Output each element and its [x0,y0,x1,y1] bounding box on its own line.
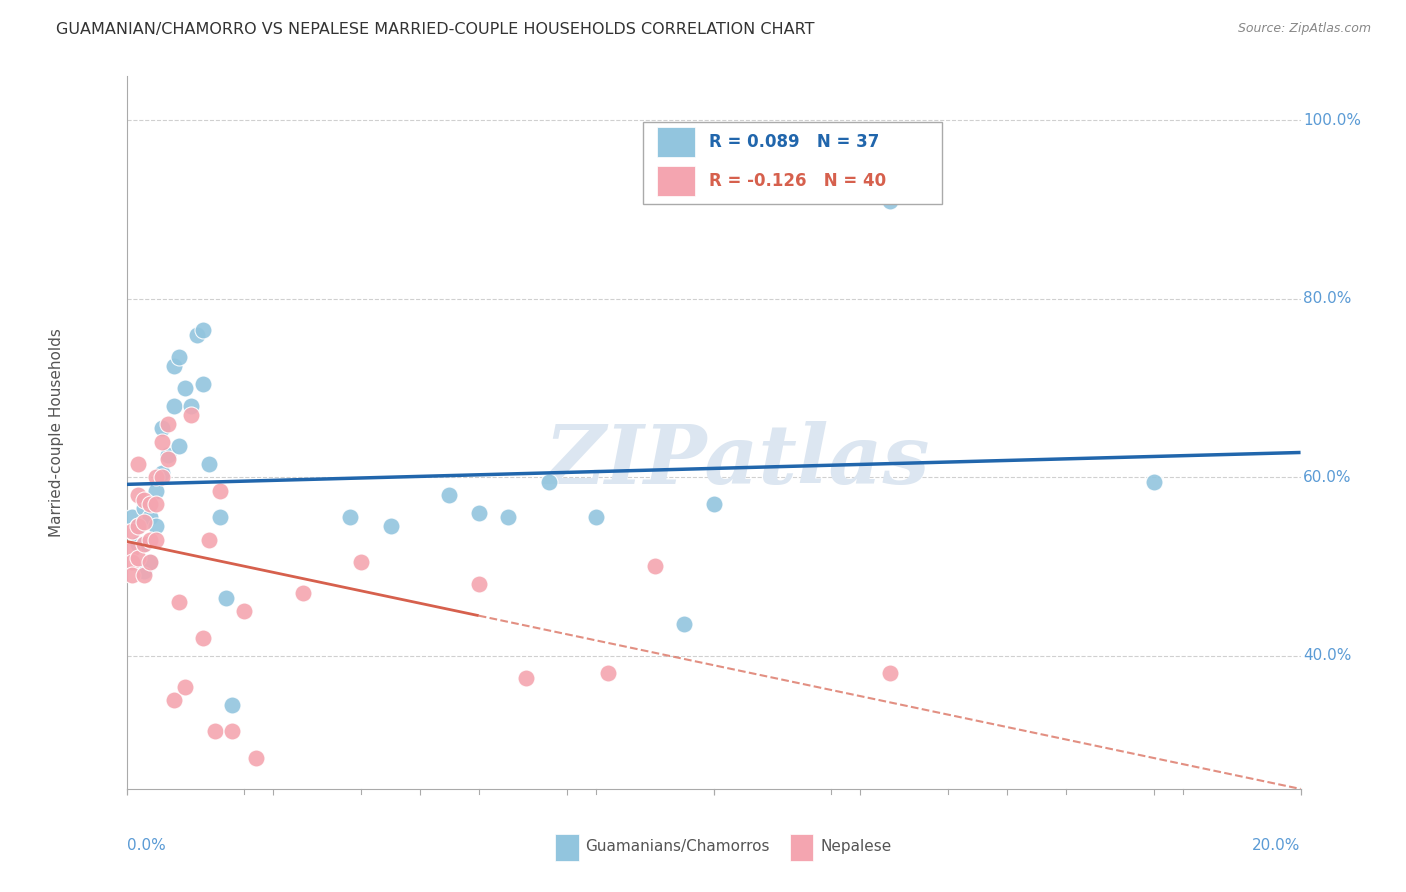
Point [245,751,267,765]
Point [673,617,696,632]
Point [180,408,202,422]
Point [169,595,191,609]
Point [121,524,143,538]
Point [879,666,901,681]
Point [169,350,191,364]
Point [439,488,461,502]
Text: 80.0%: 80.0% [1303,292,1351,306]
Text: R = -0.126   N = 40: R = -0.126 N = 40 [709,172,886,190]
Point [467,577,489,591]
Point [121,555,143,569]
Point [134,515,156,529]
Point [121,541,143,556]
Point [1143,475,1166,489]
Point [515,671,537,685]
Text: ZIPatlas: ZIPatlas [544,421,929,501]
Point [150,466,173,480]
Point [145,533,167,547]
Point [644,559,666,574]
Point [221,698,243,712]
Point [174,381,197,395]
Point [191,323,214,337]
Text: 40.0%: 40.0% [1303,648,1351,663]
Point [156,417,179,431]
FancyBboxPatch shape [555,834,578,861]
Point [191,631,214,645]
Point [134,564,156,578]
Point [150,470,173,484]
Point [204,724,226,739]
Point [145,470,167,484]
FancyBboxPatch shape [657,128,695,157]
Point [291,586,314,600]
Point [209,483,232,498]
Point [585,510,607,524]
Point [127,488,149,502]
Point [186,327,208,342]
Point [496,510,519,524]
Point [215,591,238,605]
Point [127,537,149,551]
Point [180,399,202,413]
Point [174,680,197,694]
Point [145,497,167,511]
FancyBboxPatch shape [643,122,942,204]
Text: 60.0%: 60.0% [1303,470,1351,484]
Point [134,501,156,516]
Point [127,457,149,471]
Point [162,359,184,373]
Point [879,194,901,208]
Point [139,555,162,569]
Text: 20.0%: 20.0% [1253,838,1301,854]
Text: Source: ZipAtlas.com: Source: ZipAtlas.com [1237,22,1371,36]
Text: Guamanians/Chamorros: Guamanians/Chamorros [585,839,770,854]
Point [134,537,156,551]
Point [350,555,373,569]
Text: 100.0%: 100.0% [1303,113,1361,128]
Point [197,457,219,471]
Point [596,666,619,681]
Point [127,519,149,533]
Text: GUAMANIAN/CHAMORRO VS NEPALESE MARRIED-COUPLE HOUSEHOLDS CORRELATION CHART: GUAMANIAN/CHAMORRO VS NEPALESE MARRIED-C… [56,22,814,37]
Point [197,533,219,547]
Point [127,550,149,565]
Point [134,537,156,551]
Text: R = 0.089   N = 37: R = 0.089 N = 37 [709,133,879,151]
Point [139,555,162,569]
Point [134,492,156,507]
Point [191,376,214,391]
Point [702,497,725,511]
Point [145,519,167,533]
Point [339,510,361,524]
Point [169,439,191,453]
FancyBboxPatch shape [790,834,813,861]
Point [209,510,232,524]
FancyBboxPatch shape [657,166,695,195]
Point [233,604,256,618]
Text: 0.0%: 0.0% [127,838,166,854]
Point [467,506,489,520]
Point [139,533,162,547]
Point [156,452,179,467]
Point [145,483,167,498]
Point [221,724,243,739]
Point [156,448,179,462]
Point [162,399,184,413]
Point [134,568,156,582]
Point [121,510,143,524]
Point [538,475,561,489]
Point [127,519,149,533]
Point [150,421,173,435]
Text: Nepalese: Nepalese [820,839,891,854]
Point [380,519,402,533]
Point [150,434,173,449]
Point [139,497,162,511]
Point [139,510,162,524]
Point [162,693,184,707]
Text: Married-couple Households: Married-couple Households [49,328,63,537]
Point [121,568,143,582]
